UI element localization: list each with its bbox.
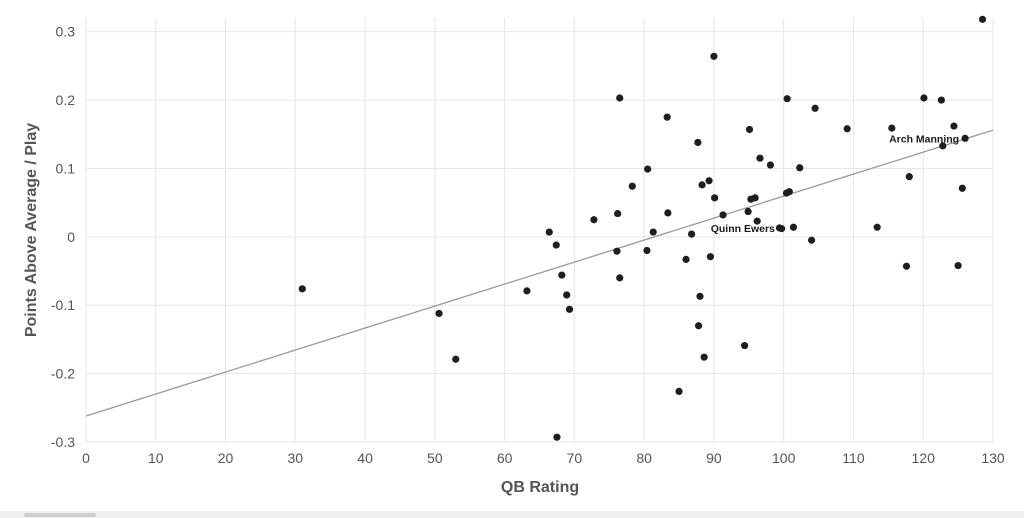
data-point [435, 309, 443, 318]
x-tick-label: 70 [567, 450, 583, 466]
data-point [796, 164, 804, 172]
data-point [954, 261, 962, 270]
y-tick-label: -0.2 [51, 366, 75, 382]
data-point [682, 255, 690, 264]
x-tick-label: 110 [842, 450, 865, 466]
data-point [902, 262, 911, 270]
data-point [961, 134, 969, 142]
data-point [565, 305, 574, 313]
data-point [700, 353, 708, 361]
data-point [905, 173, 913, 181]
data-point [616, 94, 624, 102]
data-point [298, 285, 306, 293]
point-annotation: Arch Manning [889, 133, 959, 145]
data-point [558, 271, 566, 279]
data-point [628, 182, 636, 190]
data-point [545, 228, 553, 236]
x-tick-label: 100 [772, 450, 796, 466]
x-tick-label: 40 [357, 450, 373, 466]
data-point [694, 322, 703, 330]
data-point [744, 207, 752, 216]
data-point [751, 194, 759, 202]
annotations: Arch Manning Quinn Ewers [711, 133, 959, 235]
data-point [663, 113, 671, 121]
data-point [643, 246, 651, 255]
data-point [777, 225, 786, 233]
grid-layer [85, 18, 994, 443]
data-point [590, 216, 598, 224]
data-point [766, 161, 775, 169]
data-point [978, 15, 987, 23]
data-points [298, 15, 987, 441]
data-point [789, 223, 798, 231]
data-point [888, 124, 896, 132]
y-tick-label: -0.1 [51, 297, 75, 313]
x-tick-label: 10 [148, 450, 164, 466]
data-point [644, 165, 652, 173]
data-point [705, 177, 713, 185]
x-tick-label: 20 [218, 450, 234, 466]
data-point [753, 217, 761, 225]
data-point [452, 355, 460, 363]
data-point [613, 247, 621, 255]
x-tick-label: 0 [82, 450, 90, 466]
data-point [694, 138, 702, 147]
data-point [939, 142, 947, 150]
data-point [745, 125, 754, 134]
y-axis-ticks: -0.3 -0.2 -0.1 0 0.1 0.2 0.3 [51, 24, 75, 450]
data-point [756, 154, 764, 162]
data-point [843, 125, 851, 133]
data-point [649, 228, 657, 236]
data-point [873, 223, 881, 231]
data-point [698, 181, 706, 189]
x-tick-label: 50 [427, 450, 443, 466]
data-point [553, 433, 561, 441]
y-tick-label: -0.3 [51, 434, 75, 450]
data-point [785, 188, 793, 196]
data-point [664, 209, 672, 217]
data-point [811, 104, 819, 112]
horizontal-scrollbar-track[interactable] [0, 511, 1024, 518]
data-point [711, 194, 719, 202]
x-tick-label: 120 [912, 450, 936, 466]
x-tick-label: 60 [497, 450, 513, 466]
data-point [614, 209, 622, 218]
y-axis-title: Points Above Average / Play [23, 123, 40, 337]
data-point [808, 236, 816, 244]
data-point [552, 241, 560, 249]
y-tick-label: 0.1 [56, 160, 76, 176]
data-point [563, 291, 571, 299]
data-point [710, 52, 718, 60]
x-tick-label: 130 [981, 450, 1005, 466]
x-axis-ticks: 0 10 20 30 40 50 60 70 80 90 100 110 120 130 [82, 450, 1005, 466]
horizontal-scrollbar-thumb[interactable] [24, 513, 96, 517]
y-tick-label: 0.3 [56, 24, 76, 40]
data-point [937, 96, 945, 104]
data-point [616, 274, 624, 282]
data-point [719, 211, 727, 219]
data-point [920, 94, 928, 102]
data-point [958, 184, 966, 192]
x-tick-label: 90 [706, 450, 722, 466]
data-point [741, 341, 749, 350]
data-point [706, 253, 715, 261]
y-tick-label: 0 [67, 229, 75, 245]
x-axis-title: QB Rating [501, 479, 579, 496]
trend-line [85, 129, 994, 417]
point-annotation: Quinn Ewers [711, 223, 775, 235]
data-point [675, 387, 683, 395]
y-tick-label: 0.2 [56, 92, 76, 108]
data-point [696, 292, 704, 300]
data-point [687, 230, 696, 238]
data-point [783, 95, 791, 103]
data-point [523, 287, 531, 295]
x-tick-label: 30 [288, 450, 304, 466]
x-tick-label: 80 [636, 450, 652, 466]
data-point [950, 122, 958, 130]
